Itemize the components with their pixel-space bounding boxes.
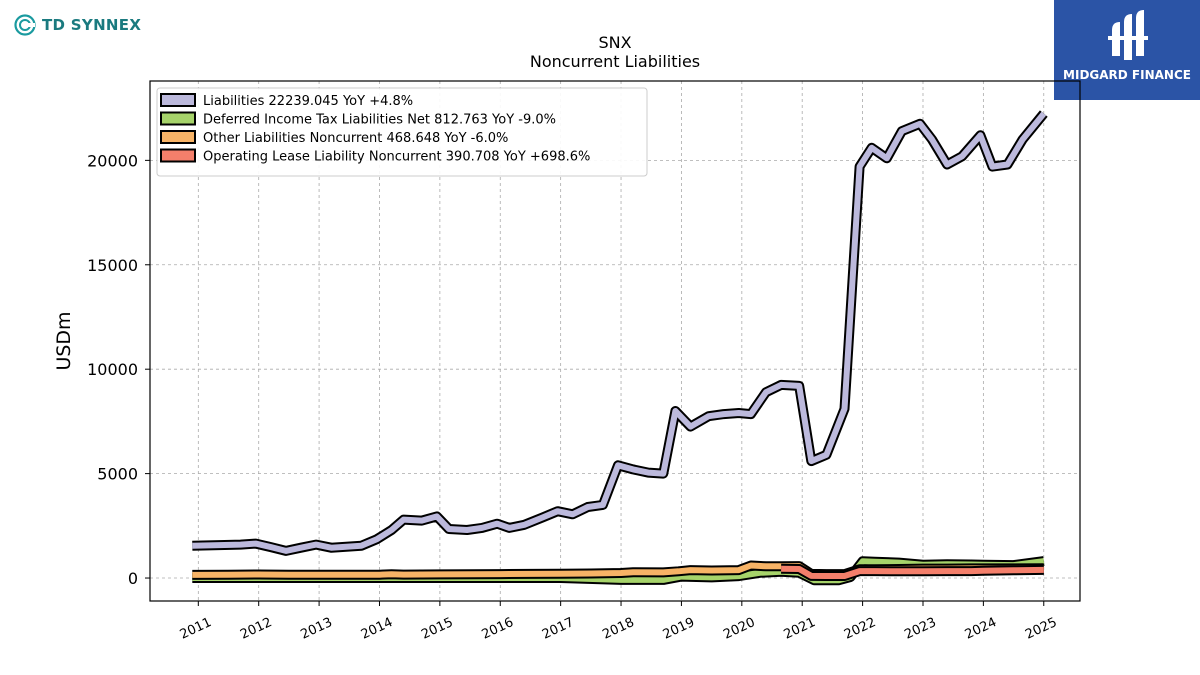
midgard-finance-mark-icon — [1108, 10, 1148, 60]
chart-title: SNX — [598, 33, 631, 52]
x-tick-label: 2020 — [721, 615, 757, 643]
td-synnex-mark-icon — [14, 14, 36, 36]
x-tick-label: 2019 — [661, 615, 697, 643]
legend-swatch — [160, 148, 196, 163]
x-tick-label: 2014 — [359, 615, 395, 643]
x-tick-label: 2013 — [298, 615, 334, 643]
series-line — [192, 111, 1047, 554]
x-tick-label: 2025 — [1023, 615, 1059, 643]
legend-label: Other Liabilities Noncurrent 468.648 YoY… — [203, 131, 508, 146]
series-line — [781, 565, 1044, 579]
legend: Liabilities 22239.045 YoY +4.8% Deferred … — [156, 87, 648, 177]
y-tick-label: 5000 — [97, 465, 138, 484]
x-tick-label: 2017 — [540, 615, 576, 643]
x-tick-label: 2018 — [600, 615, 636, 643]
y-tick-label: 15000 — [87, 256, 138, 275]
x-tick-label: 2012 — [238, 615, 274, 643]
series-layer — [192, 110, 1048, 586]
plot-frame — [149, 80, 1081, 602]
x-tick-label: 2011 — [178, 615, 214, 643]
series-outline — [192, 110, 1048, 556]
legend-label: Deferred Income Tax Liabilities Net 812.… — [203, 113, 556, 128]
legend-box — [156, 87, 648, 177]
x-tick-label: 2024 — [963, 615, 999, 643]
midgard-finance-logo: MIDGARD FINANCE — [1054, 0, 1200, 100]
x-tick-label: 2016 — [480, 615, 516, 643]
td-synnex-logo: TD SYNNEX — [14, 14, 141, 36]
legend-swatch — [160, 130, 196, 144]
legend-label: Operating Lease Liability Noncurrent 390… — [203, 150, 590, 165]
y-tick-label: 10000 — [87, 360, 138, 379]
x-tick-label: 2015 — [419, 615, 455, 643]
y-tick-label: 0 — [128, 569, 138, 588]
td-synnex-wordmark: TD SYNNEX — [42, 16, 142, 34]
chart-subtitle: Noncurrent Liabilities — [530, 52, 700, 71]
midgard-finance-wordmark: MIDGARD FINANCE — [1063, 68, 1191, 82]
legend-swatch — [160, 111, 196, 126]
legend-swatch — [160, 93, 196, 107]
x-tick-label: 2022 — [842, 615, 878, 643]
y-axis-label: USDm — [53, 311, 75, 370]
series-0 — [192, 110, 1048, 556]
series-3 — [781, 563, 1044, 581]
y-tick-label: 20000 — [87, 151, 138, 170]
legend-label: Liabilities 22239.045 YoY +4.8% — [203, 94, 413, 109]
x-tick-label: 2021 — [782, 615, 818, 643]
x-tick-label: 2023 — [902, 615, 938, 643]
